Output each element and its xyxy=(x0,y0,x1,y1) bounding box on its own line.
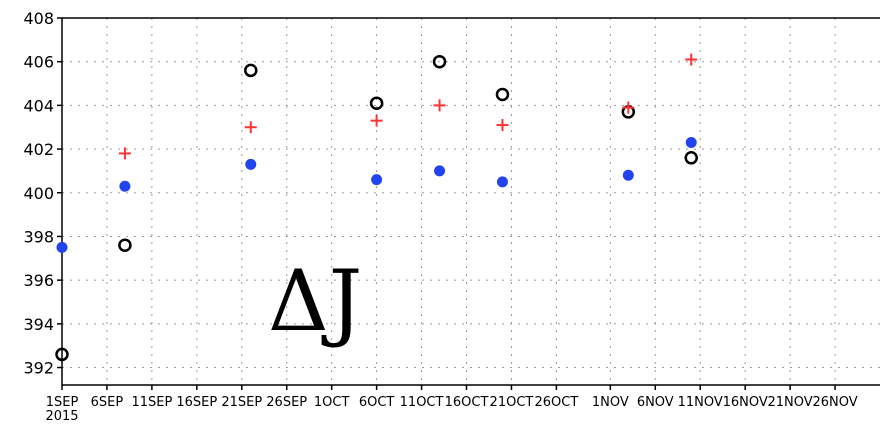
data-point-plus xyxy=(685,53,698,66)
axes xyxy=(57,17,880,390)
x-tick-label: 1NOV xyxy=(592,395,629,410)
data-point-open-circle xyxy=(495,87,510,102)
x-tick-label: 6OCT xyxy=(359,395,395,410)
x-tick-sublabel: 2015 xyxy=(45,409,78,424)
data-point-open-circle xyxy=(55,347,69,362)
y-tick-label: 404 xyxy=(23,96,54,115)
y-tick-label: 392 xyxy=(23,359,54,378)
data-point-filled-circle xyxy=(371,174,383,186)
y-tick-label: 400 xyxy=(23,184,54,203)
data-point-plus xyxy=(370,114,383,127)
x-tick-label: 6NOV xyxy=(637,395,674,410)
data-point-open-circle xyxy=(244,63,258,78)
y-tick-label: 406 xyxy=(23,53,54,72)
data-point-plus xyxy=(244,121,257,134)
x-tick-label: 21NOV xyxy=(768,395,813,410)
data-point-open-circle xyxy=(369,96,384,110)
data-point-filled-circle xyxy=(685,137,697,149)
y-tick-label: 402 xyxy=(23,140,54,159)
x-tick-label: 11SEP xyxy=(131,395,172,410)
data-point-open-circle xyxy=(432,54,447,69)
data-point-plus xyxy=(433,99,446,112)
y-tick-label: 394 xyxy=(23,315,54,334)
data-point-filled-circle xyxy=(496,176,508,188)
data-marks xyxy=(55,53,698,362)
data-point-plus xyxy=(118,147,131,160)
x-tick-label: 26OCT xyxy=(534,395,578,410)
x-tick-label: 11NOV xyxy=(678,395,723,410)
delta-j-annotation: ΔJ xyxy=(268,252,362,350)
data-point-filled-circle xyxy=(434,165,446,177)
x-tick-label: 26SEP xyxy=(266,395,307,410)
data-point-filled-circle xyxy=(622,169,634,181)
data-point-open-circle xyxy=(684,151,698,165)
x-tick-label: 21OCT xyxy=(490,395,534,410)
data-point-filled-circle xyxy=(56,241,68,253)
data-point-filled-circle xyxy=(119,180,131,192)
data-point-plus xyxy=(622,101,635,114)
x-tick-label: 1SEP xyxy=(46,395,79,410)
x-tick-label: 16NOV xyxy=(723,395,768,410)
y-tick-label: 396 xyxy=(23,271,54,290)
x-tick-label: 26NOV xyxy=(812,395,857,410)
x-tick-label: 6SEP xyxy=(91,395,124,410)
y-tick-label: 408 xyxy=(23,9,54,28)
x-tick-label: 1OCT xyxy=(314,395,350,410)
data-point-plus xyxy=(496,119,509,132)
x-tick-label: 21SEP xyxy=(221,395,262,410)
x-tick-label: 16OCT xyxy=(445,395,489,410)
data-point-open-circle xyxy=(118,238,132,252)
grid-lines xyxy=(62,18,880,385)
x-tick-label: 11OCT xyxy=(400,395,444,410)
y-tick-label: 398 xyxy=(23,227,54,246)
x-tick-label: 16SEP xyxy=(176,395,217,410)
data-point-filled-circle xyxy=(245,158,257,170)
